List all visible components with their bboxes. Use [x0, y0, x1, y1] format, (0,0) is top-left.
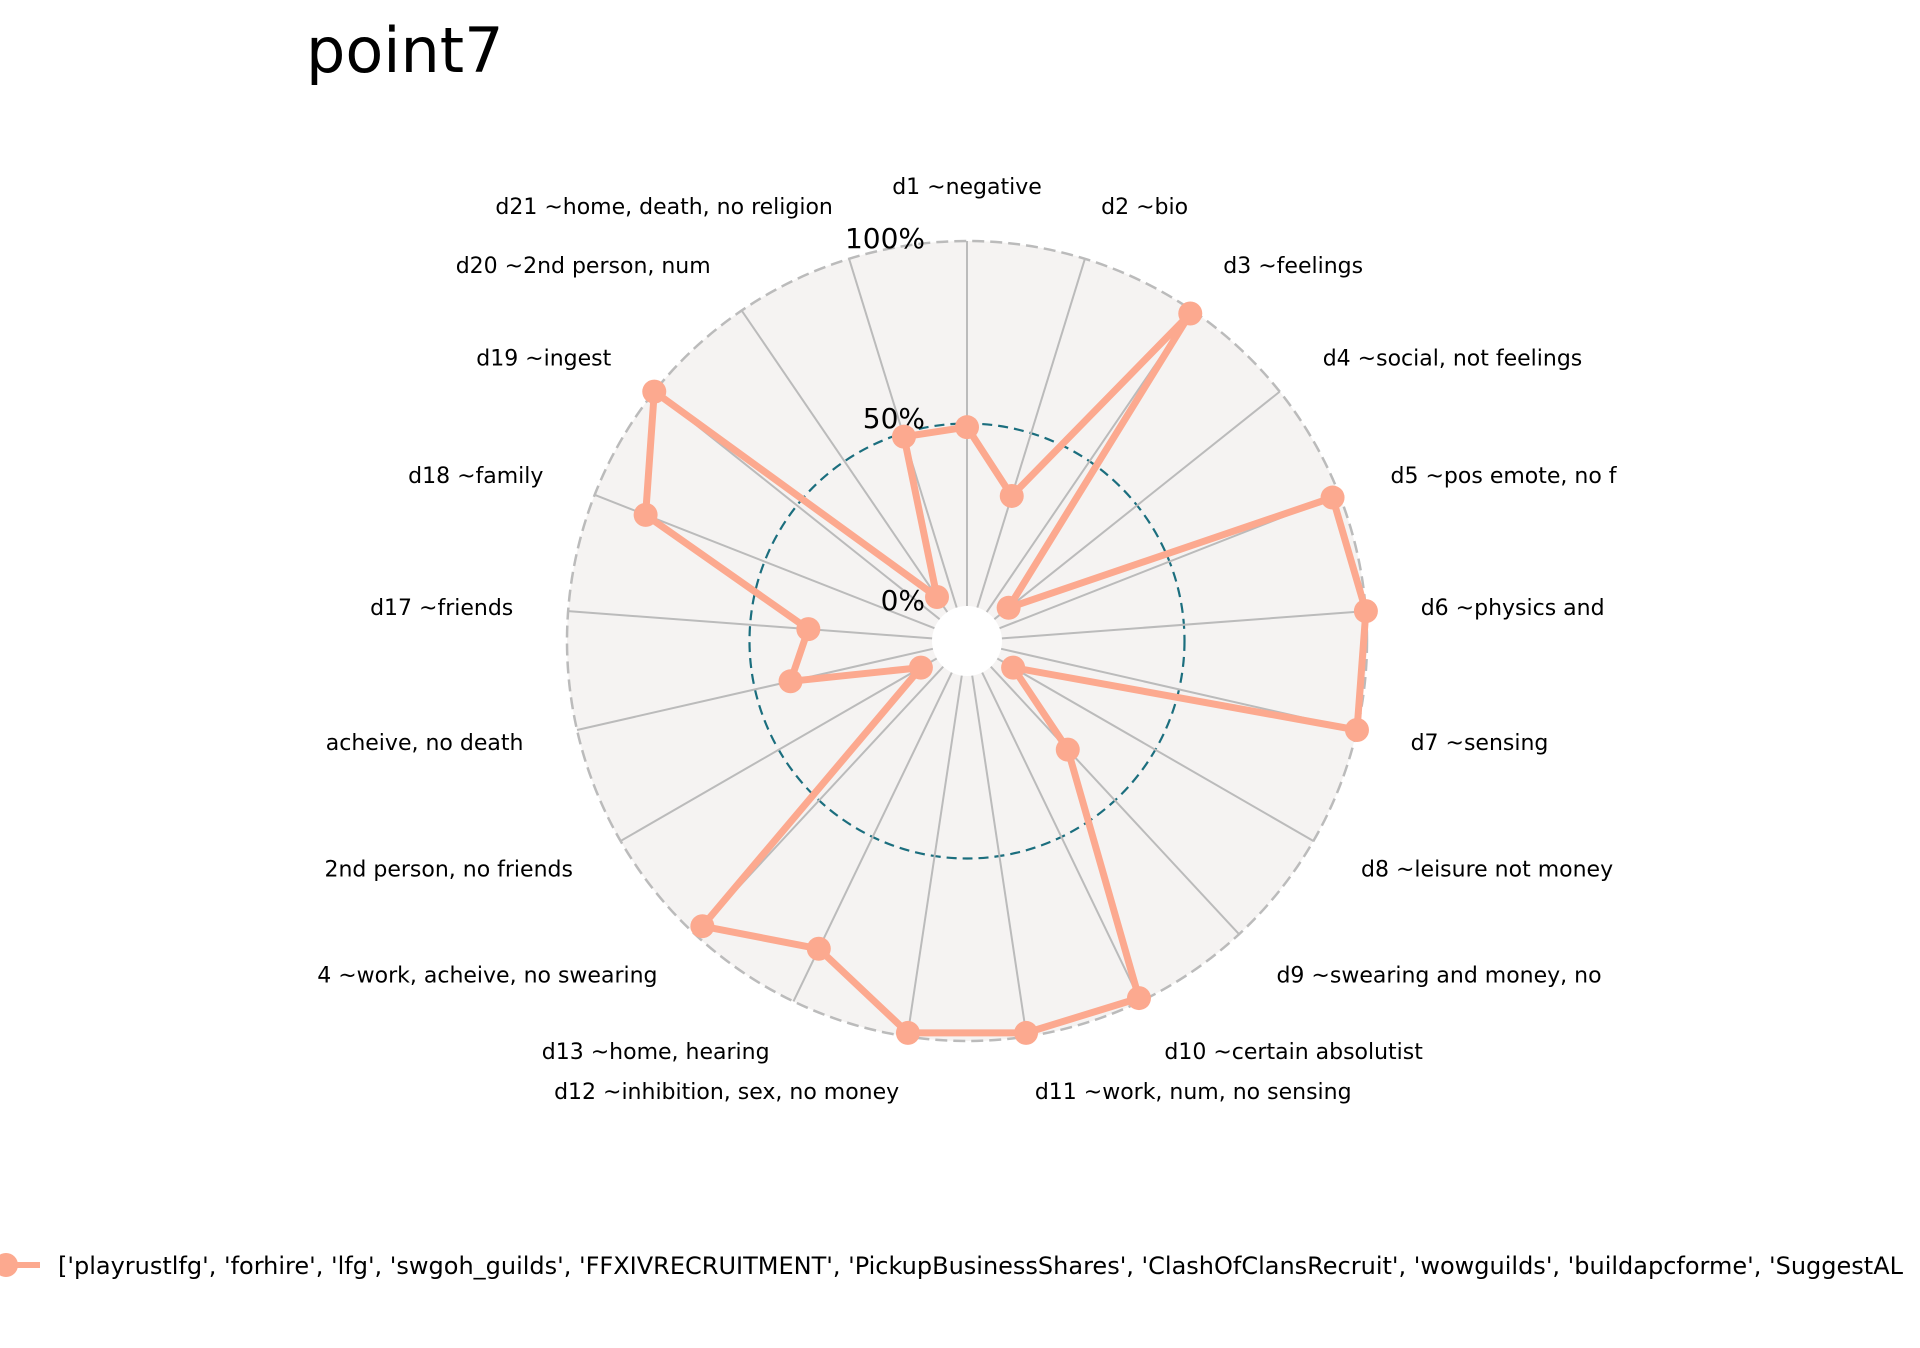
chart-title: point7 [306, 14, 504, 87]
data-point [895, 1020, 920, 1045]
category-label: d19 ~ingest [476, 346, 611, 371]
category-label: d6 ~physics and [1421, 596, 1605, 621]
data-point [1320, 485, 1345, 510]
spoke-2 [976, 258, 1086, 608]
data-point [996, 595, 1021, 620]
data-point [891, 424, 916, 449]
spoke-15 [620, 657, 938, 842]
category-label: acheive, no death [326, 731, 524, 756]
category-label: d17 ~friends [370, 596, 513, 621]
data-point [1126, 986, 1151, 1011]
tick-label: 0% [881, 584, 925, 617]
data-point [1001, 655, 1026, 680]
category-label: d8 ~leisure not money [1361, 858, 1613, 883]
data-point [908, 655, 933, 680]
tick-label: 100% [845, 222, 925, 255]
category-label: d7 ~sensing [1411, 731, 1549, 756]
series-layer [633, 301, 1378, 1045]
category-label: d1 ~negative [892, 175, 1042, 200]
category-label: d21 ~home, death, no religion [495, 195, 832, 220]
data-point [1055, 737, 1080, 762]
spoke-17 [568, 610, 933, 640]
spoke-8 [996, 657, 1314, 842]
data-point [796, 617, 821, 642]
category-label: d3 ~feelings [1223, 254, 1363, 279]
spoke-16 [576, 647, 934, 731]
spoke-20 [740, 309, 949, 613]
data-point [633, 502, 658, 527]
data-point [999, 483, 1024, 508]
data-point [806, 936, 831, 961]
legend-marker [0, 1253, 18, 1277]
spoke-12 [906, 675, 963, 1037]
spoke-10 [981, 672, 1142, 1002]
data-point [925, 585, 950, 610]
data-point [1344, 718, 1369, 743]
category-label: d12 ~inhibition, sex, no money [554, 1080, 899, 1105]
data-point [642, 379, 667, 404]
category-label: d20 ~2nd person, num [456, 254, 711, 279]
spoke-11 [971, 675, 1028, 1037]
spoke-4 [993, 390, 1281, 620]
category-label: d4 ~social, not feelings [1323, 346, 1583, 371]
center-hole [932, 606, 1002, 676]
radial-tick-labels: 0% 50% 100% [845, 222, 925, 617]
series-line [642, 310, 1370, 1037]
category-label: d10 ~certain absolutist [1164, 1040, 1423, 1065]
spoke-6 [1001, 610, 1366, 640]
category-label: d2 ~bio [1101, 195, 1188, 220]
data-point [1353, 599, 1378, 624]
data-point [690, 914, 715, 939]
category-labels: d1 ~negative d2 ~bio d3 ~feelings d4 ~socia… [317, 175, 1618, 1105]
data-point [1178, 301, 1203, 326]
legend: ['playrustlfg', 'forhire', 'lfg', 'swgoh… [0, 1252, 1904, 1280]
category-label: 4 ~work, acheive, no swearing [317, 964, 657, 989]
category-label: d9 ~swearing and money, no [1276, 964, 1601, 989]
category-label: 2nd person, no friends [324, 858, 573, 883]
plot-background [567, 241, 1367, 1041]
category-label: d5 ~pos emote, no f [1391, 464, 1618, 489]
legend-label: ['playrustlfg', 'forhire', 'lfg', 'swgoh… [58, 1252, 1904, 1280]
data-point [1014, 1020, 1039, 1045]
data-point [955, 415, 979, 440]
category-label: d11 ~work, num, no sensing [1035, 1080, 1352, 1105]
category-label: d13 ~home, hearing [542, 1040, 770, 1065]
data-point [778, 669, 803, 694]
category-label: d18 ~family [408, 464, 543, 489]
tick-label: 50% [863, 402, 925, 435]
spoke-9 [990, 665, 1240, 935]
